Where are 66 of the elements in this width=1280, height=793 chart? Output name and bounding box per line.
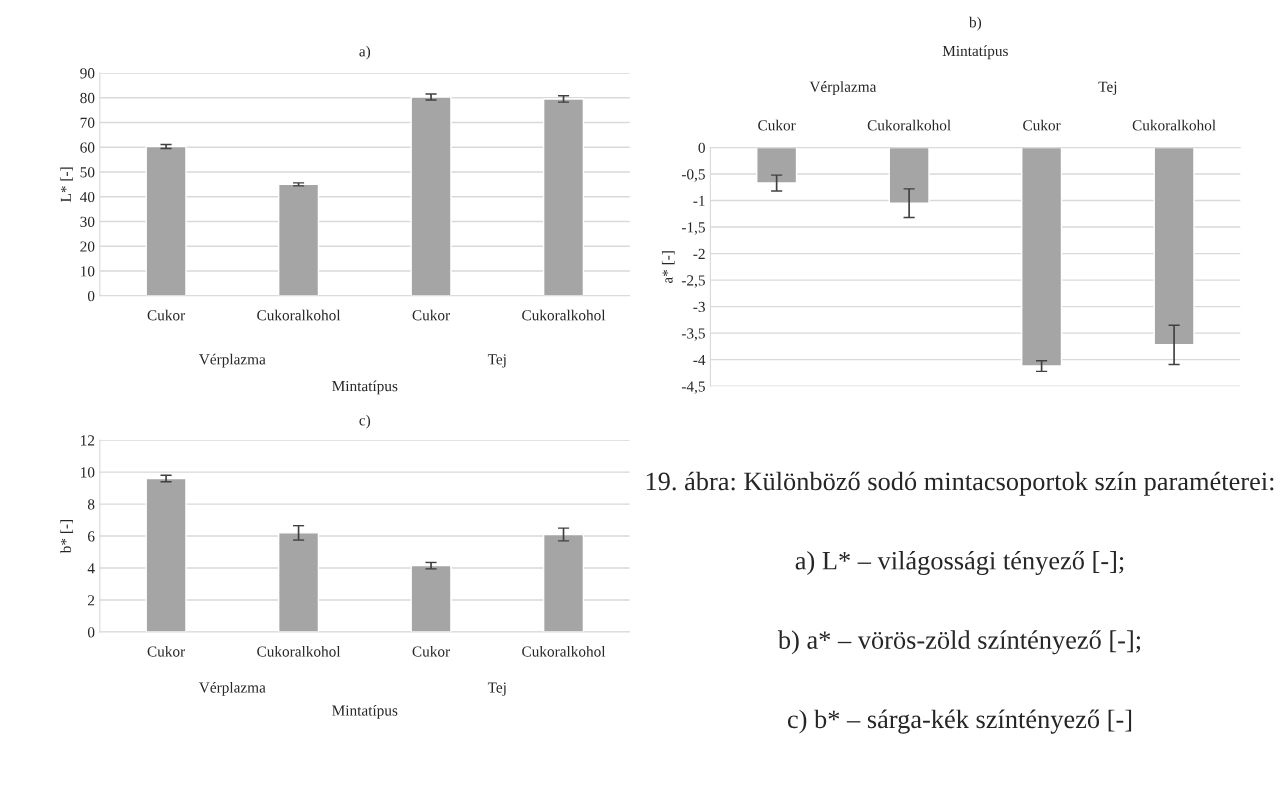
y-tick-label: 6 [88, 531, 95, 542]
y-tick-label: 4 [87, 563, 95, 574]
x-tick-label: Cukoralkohol [1132, 119, 1216, 131]
y-tick-label: 0 [87, 627, 95, 638]
bar [277, 183, 320, 296]
bar [277, 532, 320, 633]
y-tick-label: -3 [693, 301, 705, 313]
bar [145, 145, 187, 296]
text: Vérplazma [809, 81, 877, 95]
x-axis-title: Mintatípus [942, 45, 1008, 60]
text: Vérplazma [198, 681, 266, 696]
bar [410, 564, 452, 633]
y-tick-label: -2 [693, 248, 705, 259]
y-tick-label: 10 [81, 467, 95, 478]
chart-title: a) [359, 45, 371, 60]
y-tick-label: 50 [80, 167, 95, 178]
y-tick-label: 0 [698, 142, 705, 153]
y-tick-label: 80 [80, 92, 95, 104]
text: b) a* – vörös-zöld színtényező [-]; [777, 630, 1141, 655]
y-tick-label: 12 [81, 435, 95, 446]
x-tick-label: Cukoralkohol [257, 645, 341, 657]
bar [542, 533, 585, 633]
y-tick-label: -4,5 [681, 381, 705, 394]
y-tick-label: -1 [693, 195, 705, 206]
y-axis-title: a* [-] [661, 251, 675, 284]
y-tick-label: 20 [80, 241, 95, 252]
y-tick-label: 70 [80, 117, 95, 128]
y-tick-label: 90 [80, 68, 95, 79]
x-tick-label: Cukor [147, 645, 186, 657]
x-tick-label: Cukor [412, 645, 450, 657]
y-axis-title: L* [-] [60, 167, 73, 202]
y-tick-label: 10 [81, 266, 95, 277]
x-tick-label: Cukoralkohol [522, 309, 606, 321]
text: a) L* – világossági tényező [-]; [795, 551, 1124, 576]
y-tick-label: 60 [80, 142, 95, 153]
x-tick-label: Cukoralkohol [867, 119, 951, 131]
x-tick-label: Cukor [758, 119, 796, 131]
y-axis-title: b* [-] [60, 520, 73, 554]
x-tick-label: Cukor [147, 309, 186, 321]
x-tick-label: Cukoralkohol [522, 645, 606, 657]
y-tick-label: 2 [88, 595, 95, 606]
chart-title: b) [969, 16, 982, 31]
text: 19. ábra: Különböző sodó mintacsoportok szín paraméterei: [646, 471, 1274, 496]
x-tick-label: Cukor [412, 309, 450, 321]
x-axis-title: Mintatípus [332, 704, 398, 719]
y-tick-label: -1,5 [681, 222, 705, 235]
y-tick-label: -0,5 [681, 169, 705, 182]
bar [145, 477, 187, 633]
y-tick-label: -4 [693, 354, 706, 365]
text: c) b* – sárga-kék színtényező [-] [787, 709, 1132, 734]
y-tick-label: 40 [80, 191, 95, 203]
y-tick-label: 30 [80, 216, 95, 227]
bar [410, 96, 452, 296]
y-tick-label: -2,5 [681, 275, 705, 288]
text: Vérplazma [198, 353, 266, 368]
y-tick-label: 8 [87, 499, 95, 510]
y-tick-label: -3,5 [681, 328, 705, 341]
x-axis-title: Mintatípus [332, 380, 398, 395]
chart-title: c) [359, 414, 371, 429]
y-tick-label: 0 [87, 290, 95, 302]
x-tick-label: Cukoralkohol [257, 309, 341, 321]
text: Tej [1098, 81, 1117, 95]
bar [542, 98, 585, 296]
x-tick-label: Cukor [1023, 119, 1061, 131]
text: Tej [487, 354, 506, 368]
text: Tej [487, 682, 506, 696]
